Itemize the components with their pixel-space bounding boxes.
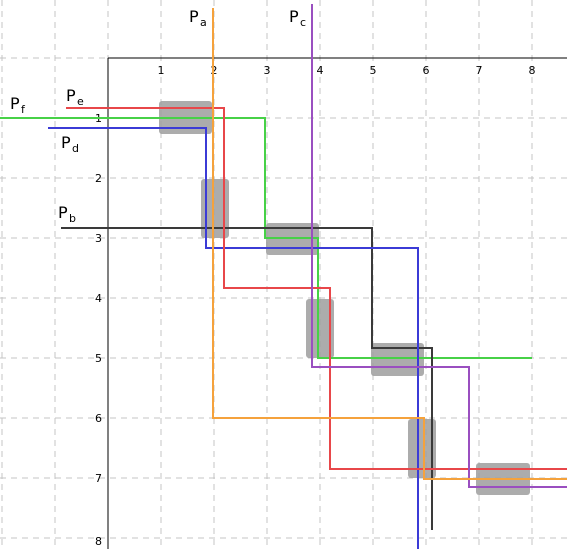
path-a-label: P a [189, 7, 207, 29]
svg-text:b: b [69, 212, 76, 225]
y-tick-2: 2 [95, 172, 102, 185]
path-c-line [311, 4, 567, 488]
x-tick-8: 8 [529, 64, 536, 77]
x-tick-1: 1 [158, 64, 165, 77]
svg-text:P: P [289, 7, 299, 26]
path-e-line [66, 107, 567, 470]
x-tick-7: 7 [476, 64, 483, 77]
y-tick-6: 6 [95, 412, 102, 425]
x-tick-3: 3 [264, 64, 271, 77]
y-tick-labels: 1 2 3 4 5 6 7 8 [95, 112, 102, 548]
path-f-line [0, 117, 532, 359]
path-d-label: P d [61, 133, 79, 155]
block-6 [408, 419, 436, 478]
y-tick-4: 4 [95, 292, 102, 305]
path-lines [0, 4, 567, 549]
svg-text:P: P [58, 203, 68, 222]
path-e-label: P e [66, 86, 84, 108]
path-b-line [61, 227, 433, 530]
svg-text:a: a [200, 16, 207, 29]
axes [107, 57, 567, 549]
y-tick-8: 8 [95, 535, 102, 548]
path-b-label: P b [58, 203, 76, 225]
block-2 [201, 179, 229, 238]
svg-text:P: P [10, 94, 20, 113]
x-tick-5: 5 [370, 64, 377, 77]
svg-text:c: c [300, 16, 306, 29]
svg-text:d: d [72, 142, 79, 155]
y-tick-5: 5 [95, 352, 102, 365]
path-f-label: P f [10, 94, 26, 116]
y-tick-7: 7 [95, 472, 102, 485]
x-tick-labels: 1 2 3 4 5 6 7 8 [158, 64, 536, 77]
svg-text:f: f [21, 103, 26, 116]
path-a-line [212, 8, 567, 480]
x-tick-6: 6 [423, 64, 430, 77]
x-tick-4: 4 [317, 64, 324, 77]
svg-text:P: P [61, 133, 71, 152]
svg-text:P: P [66, 86, 76, 105]
path-c-label: P c [289, 7, 306, 29]
path-d-line [48, 127, 419, 549]
path-labels: P a P c P e P f P d P b [10, 7, 306, 225]
svg-text:P: P [189, 7, 199, 26]
y-tick-3: 3 [95, 232, 102, 245]
svg-text:e: e [77, 95, 84, 108]
